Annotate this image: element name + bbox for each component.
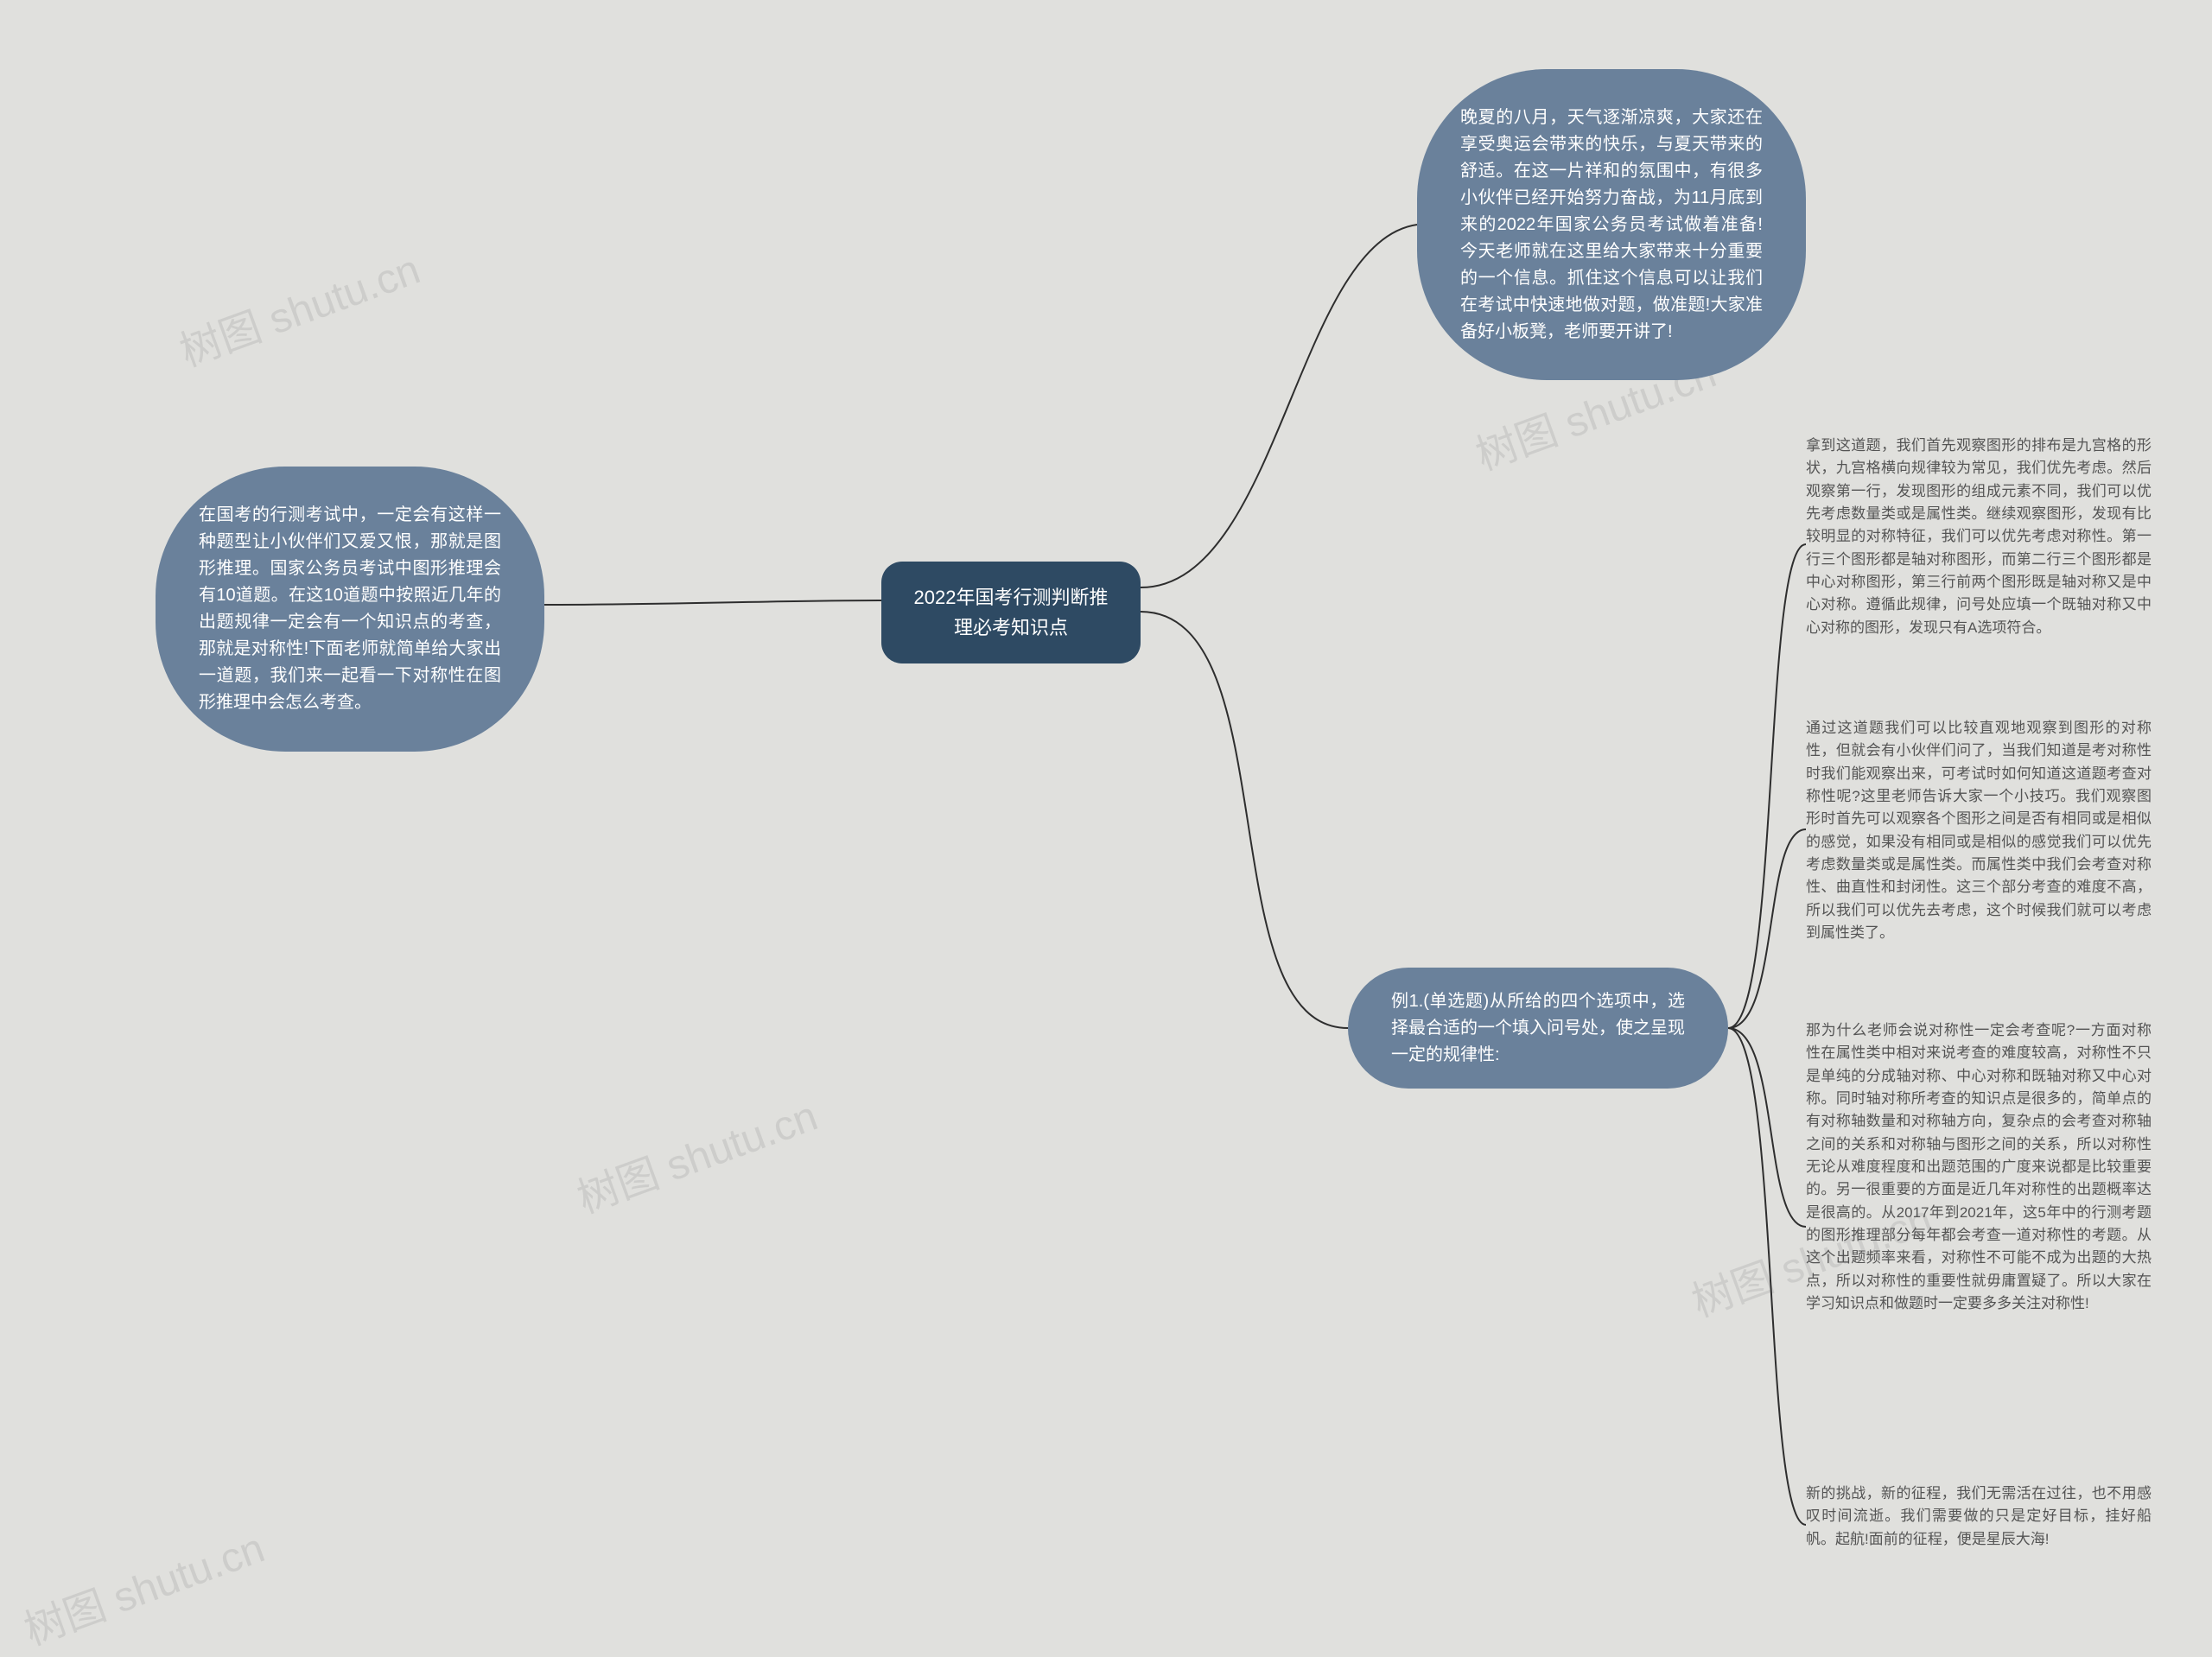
leaf-text-4: 新的挑战，新的征程，我们无需活在过往，也不用感叹时间流逝。我们需要做的只是定好目…: [1806, 1482, 2152, 1551]
mindmap-center-node[interactable]: 2022年国考行测判断推理必考知识点: [881, 562, 1141, 663]
watermark: 树图 shutu.cn: [170, 235, 427, 378]
watermark: 树图 shutu.cn: [568, 1082, 824, 1224]
right-bottom-branch-node[interactable]: 例1.(单选题)从所给的四个选项中，选择最合适的一个填入问号处，使之呈现一定的规…: [1348, 968, 1728, 1089]
left-branch-text: 在国考的行测考试中，一定会有这样一种题型让小伙伴们又爱又恨，那就是图形推理。国家…: [199, 502, 501, 716]
leaf-node-1[interactable]: 拿到这道题，我们首先观察图形的排布是九宫格的形状，九宫格横向规律较为常见，我们优…: [1806, 435, 2152, 639]
right-bottom-branch-text: 例1.(单选题)从所给的四个选项中，选择最合适的一个填入问号处，使之呈现一定的规…: [1391, 988, 1685, 1069]
right-top-branch-node[interactable]: 晚夏的八月，天气逐渐凉爽，大家还在享受奥运会带来的快乐，与夏天带来的舒适。在这一…: [1417, 69, 1806, 380]
right-top-branch-text: 晚夏的八月，天气逐渐凉爽，大家还在享受奥运会带来的快乐，与夏天带来的舒适。在这一…: [1460, 105, 1763, 346]
leaf-text-1: 拿到这道题，我们首先观察图形的排布是九宫格的形状，九宫格横向规律较为常见，我们优…: [1806, 435, 2152, 639]
leaf-text-2: 通过这道题我们可以比较直观地观察到图形的对称性，但就会有小伙伴们问了，当我们知道…: [1806, 717, 2152, 944]
leaf-node-2[interactable]: 通过这道题我们可以比较直观地观察到图形的对称性，但就会有小伙伴们问了，当我们知道…: [1806, 717, 2152, 944]
watermark: 树图 shutu.cn: [15, 1514, 271, 1656]
leaf-text-3: 那为什么老师会说对称性一定会考查呢?一方面对称性在属性类中相对来说考查的难度较高…: [1806, 1019, 2152, 1315]
left-branch-node[interactable]: 在国考的行测考试中，一定会有这样一种题型让小伙伴们又爱又恨，那就是图形推理。国家…: [156, 467, 544, 752]
center-label: 2022年国考行测判断推理必考知识点: [909, 582, 1113, 643]
leaf-node-4[interactable]: 新的挑战，新的征程，我们无需活在过往，也不用感叹时间流逝。我们需要做的只是定好目…: [1806, 1482, 2152, 1551]
leaf-node-3[interactable]: 那为什么老师会说对称性一定会考查呢?一方面对称性在属性类中相对来说考查的难度较高…: [1806, 1019, 2152, 1315]
